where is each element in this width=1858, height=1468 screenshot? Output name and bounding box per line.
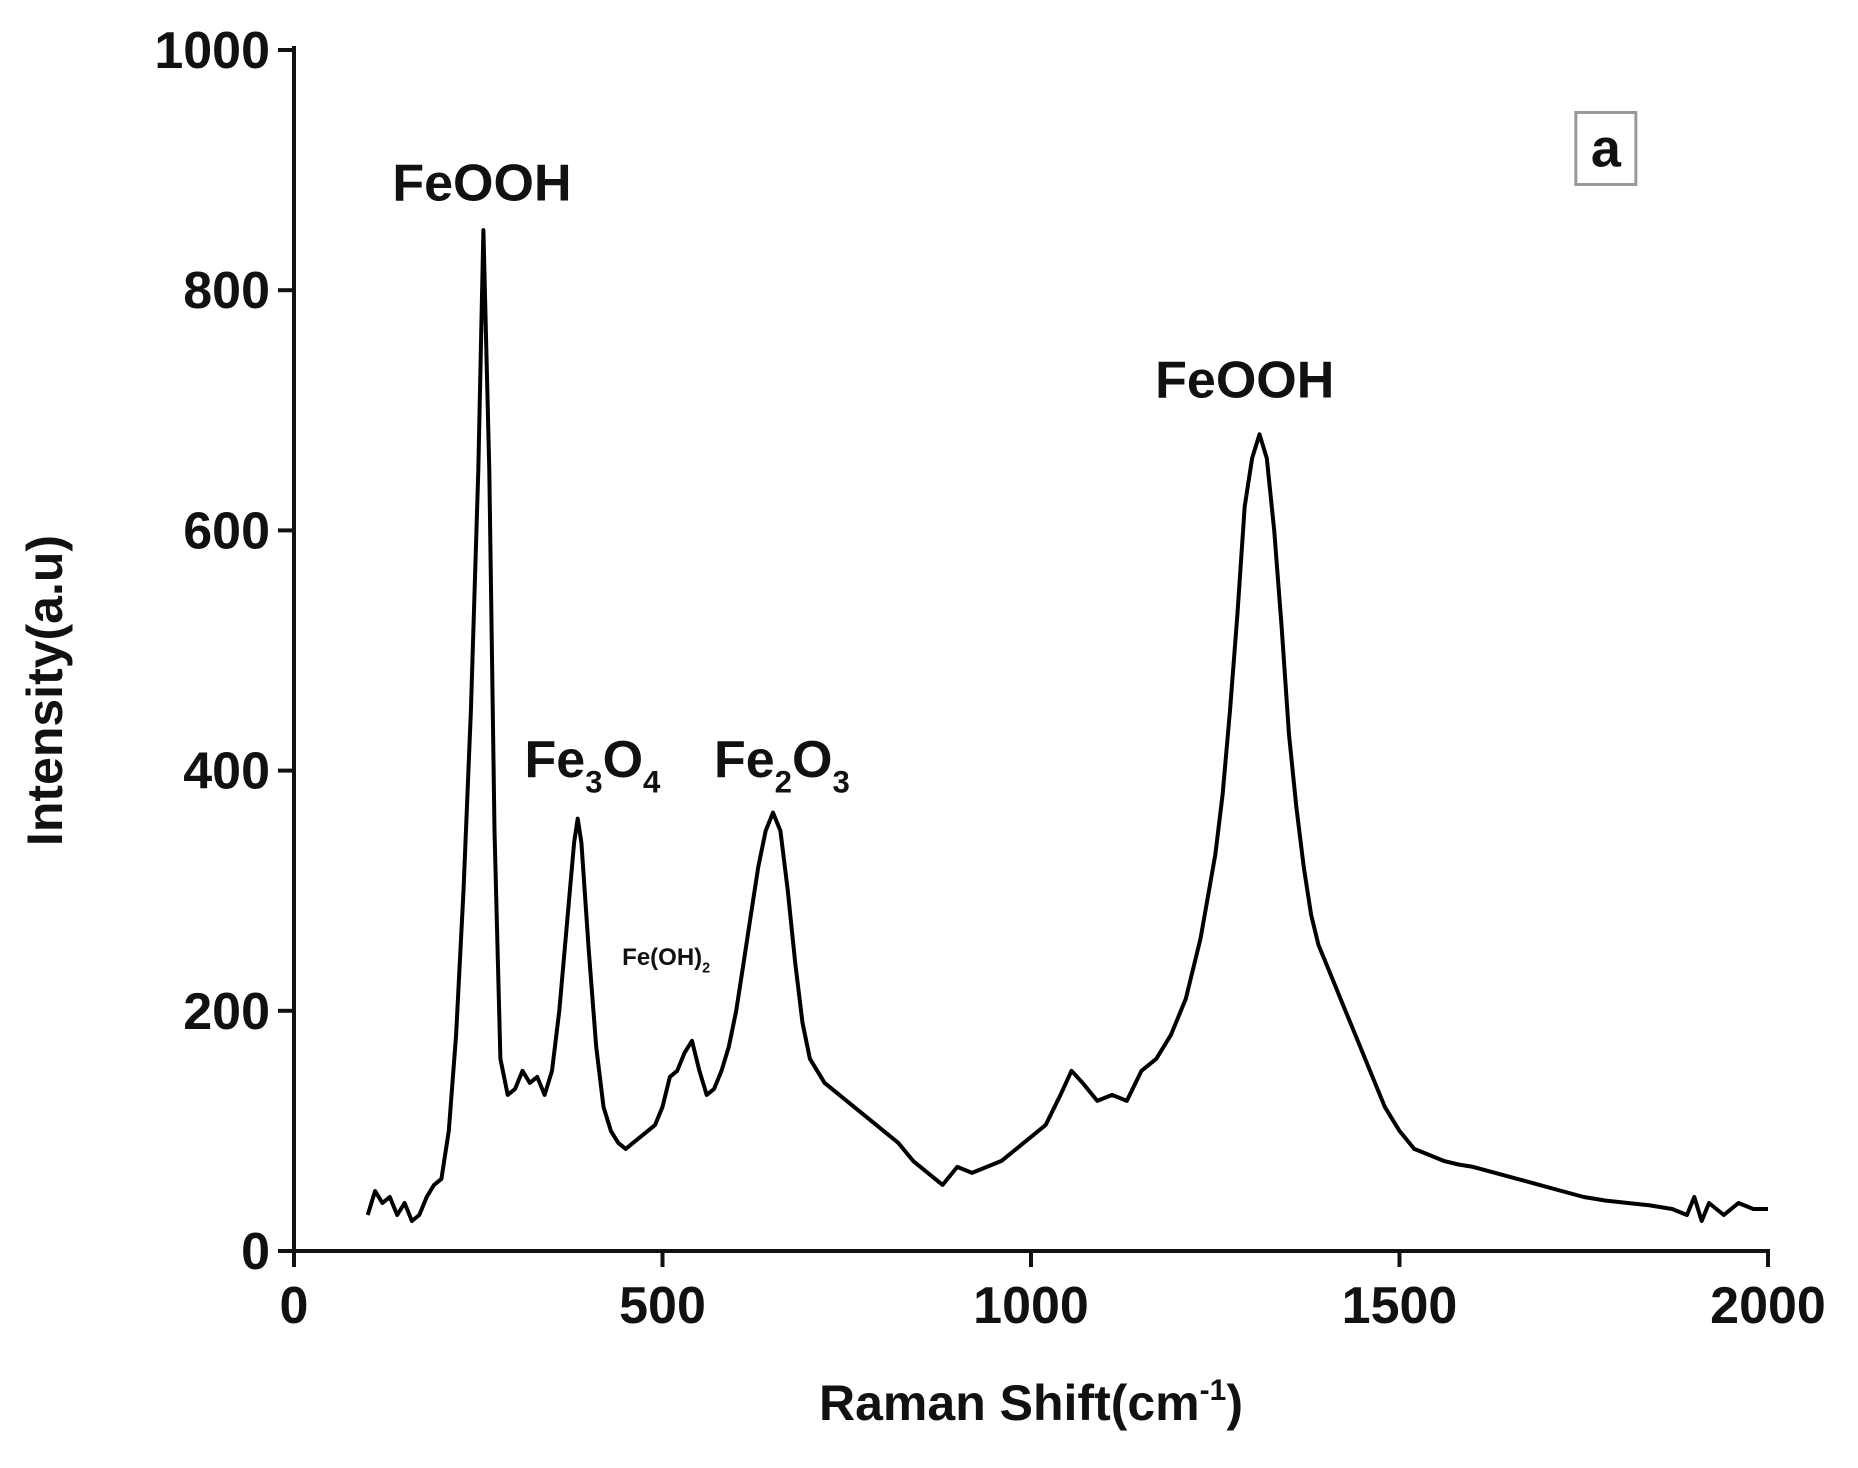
peak-label: Fe2O3	[714, 731, 850, 800]
x-axis-label-part: Raman Shift(cm	[819, 1375, 1200, 1431]
peak-label: Fe3O4	[525, 731, 662, 800]
y-tick-label: 1000	[154, 22, 270, 80]
peak-label-part: 4	[643, 764, 661, 799]
peak-label: FeOOH	[392, 154, 571, 212]
y-tick-label: 0	[241, 1223, 270, 1281]
y-tick-label: 200	[183, 983, 270, 1041]
x-axis-label-part: -1	[1200, 1374, 1227, 1407]
peak-label-part: O	[603, 731, 643, 789]
peak-label-part: Fe(OH)	[622, 944, 702, 971]
peak-label-part: FeOOH	[392, 154, 571, 212]
peak-label-part: 2	[702, 960, 710, 976]
x-tick-label: 2000	[1710, 1277, 1826, 1335]
x-axis-label-part: )	[1226, 1375, 1243, 1431]
peak-label-part: O	[792, 731, 832, 789]
x-tick-label: 500	[619, 1277, 706, 1335]
y-axis-label: Intensity(a.u)	[17, 535, 73, 846]
peak-label-part: Fe	[525, 731, 586, 789]
peak-label-part: 2	[775, 764, 792, 799]
peak-label: Fe(OH)2	[622, 944, 710, 976]
x-tick-label: 0	[280, 1277, 309, 1335]
peak-label: FeOOH	[1155, 351, 1334, 409]
peak-label-part: Fe	[714, 731, 775, 789]
peak-label-part: 3	[832, 764, 849, 799]
y-tick-label: 600	[183, 502, 270, 560]
peak-label-part: FeOOH	[1155, 351, 1334, 409]
peak-label-part: 3	[585, 764, 602, 799]
panel-label-box	[1574, 110, 1638, 186]
x-axis-label: Raman Shift(cm-1)	[819, 1374, 1243, 1431]
spectrum-line	[365, 228, 1768, 1223]
panel-label: a	[1591, 118, 1622, 178]
x-tick-label: 1500	[1342, 1277, 1458, 1335]
y-tick-label: 400	[183, 743, 270, 801]
x-tick-label: 1000	[973, 1277, 1089, 1335]
y-tick-label: 800	[183, 262, 270, 320]
